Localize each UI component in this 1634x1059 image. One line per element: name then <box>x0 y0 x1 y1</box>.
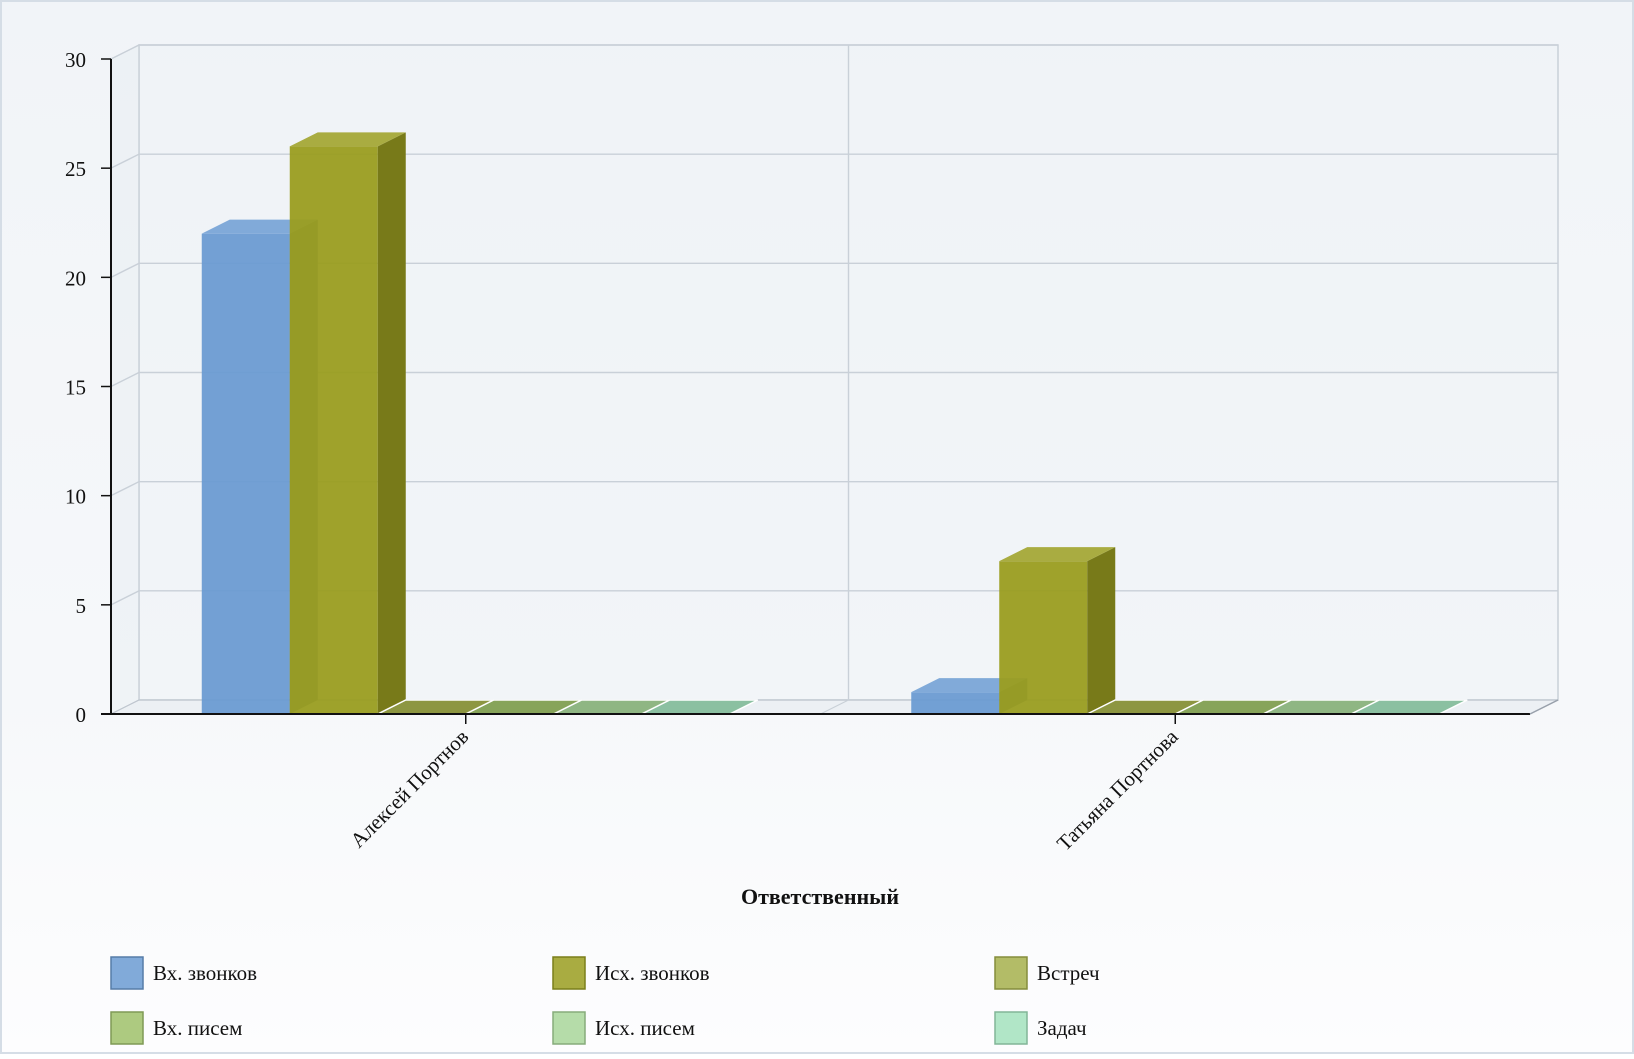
legend: Вх. звонков Исх. звонков Встреч Вх. писем Ис… <box>110 956 1100 1045</box>
gridline <box>110 262 1558 278</box>
legend-item: Исх. звонков <box>552 956 710 990</box>
bar-front <box>911 692 1000 714</box>
legend-label: Вх. звонков <box>153 961 257 985</box>
y-tick-label: 25 <box>65 157 86 181</box>
bar-top <box>999 547 1116 562</box>
y-tick-label: 10 <box>65 485 86 509</box>
legend-label: Задач <box>1037 1016 1087 1040</box>
legend-item: Вх. звонков <box>110 956 257 990</box>
legend-swatch <box>110 1011 144 1045</box>
y-tick-label: 20 <box>65 266 86 290</box>
bar-front <box>289 146 378 715</box>
legend-swatch <box>552 1011 586 1045</box>
legend-label: Встреч <box>1037 961 1100 985</box>
bar-top <box>289 132 406 147</box>
y-tick-label: 15 <box>65 376 86 400</box>
gridline <box>110 44 1558 60</box>
legend-swatch <box>994 1011 1028 1045</box>
y-tick-label: 5 <box>76 594 87 618</box>
legend-swatch <box>552 956 586 990</box>
bar <box>289 132 406 715</box>
bars <box>201 132 1468 715</box>
y-tick-label: 0 <box>76 703 87 727</box>
bar-front <box>201 233 290 714</box>
legend-item: Встреч <box>994 956 1100 990</box>
floor-divider <box>820 699 849 715</box>
legend-label: Вх. писем <box>153 1016 242 1040</box>
legend-label: Исх. звонков <box>595 961 710 985</box>
gridline <box>110 480 1558 497</box>
bar-side <box>1087 547 1116 714</box>
legend-item: Задач <box>994 1011 1087 1045</box>
bar-side <box>377 132 406 715</box>
floor-edge <box>1529 699 1559 715</box>
x-axis-title: Ответственный <box>741 884 899 909</box>
y-tick-label: 30 <box>65 48 86 72</box>
bar-top <box>201 219 318 234</box>
legend-item: Исх. писем <box>552 1011 695 1045</box>
legend-item: Вх. писем <box>110 1011 242 1045</box>
bar <box>999 547 1116 714</box>
gridline <box>110 371 1558 388</box>
gridline <box>110 153 1558 169</box>
bar-front <box>999 561 1088 714</box>
legend-label: Исх. писем <box>595 1016 695 1040</box>
legend-swatch <box>994 956 1028 990</box>
legend-swatch <box>110 956 144 990</box>
bar-top <box>911 678 1028 693</box>
